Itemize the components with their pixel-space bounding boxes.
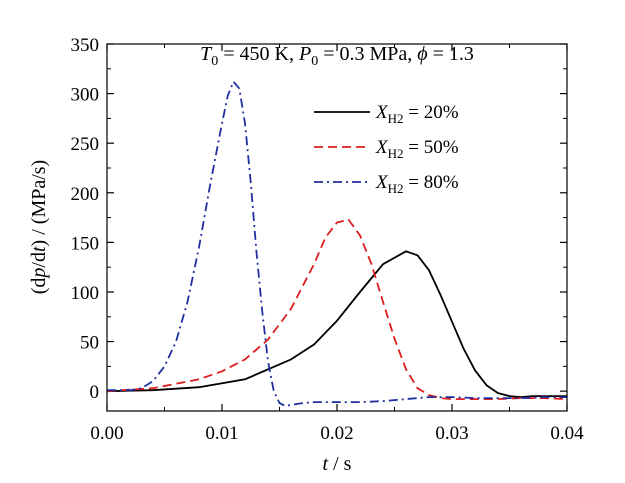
y-tick-label-3: 150 — [71, 233, 100, 254]
legend-label-80: XH2 = 80% — [375, 172, 459, 196]
y-tick-label-1: 50 — [80, 333, 99, 354]
x-tick-label-2: 0.02 — [320, 423, 353, 444]
x-tick-label-1: 0.01 — [205, 423, 238, 444]
legend-label-50: XH2 = 50% — [375, 137, 459, 161]
y-tick-label-6: 300 — [71, 85, 100, 106]
tick-marks — [106, 43, 568, 411]
legend: XH2 = 20% XH2 = 50% XH2 = 80% — [314, 102, 459, 196]
series-line-2 — [107, 80, 567, 407]
x-tick-label-0: 0.00 — [90, 423, 123, 444]
series-line-0 — [106, 250, 567, 399]
y-tick-label-4: 200 — [71, 184, 100, 205]
x-tick-label-4: 0.04 — [550, 423, 584, 444]
y-tick-label-2: 100 — [71, 283, 100, 304]
plot-frame — [106, 43, 568, 412]
y-tick-label-0: 0 — [90, 382, 100, 403]
y-axis-label: (dp/dt) / (MPa/s) — [28, 160, 50, 294]
series-lines — [106, 80, 568, 407]
y-tick-label-7: 350 — [71, 35, 100, 56]
x-axis-label: t / s — [323, 453, 352, 475]
x-tick-label-3: 0.03 — [435, 423, 468, 444]
legend-label-20: XH2 = 20% — [375, 102, 459, 126]
tick-labels: 0.00 0.01 0.02 0.03 0.04 0 50 100 150 200 250 300 35… — [71, 35, 585, 444]
series-line-1 — [106, 218, 568, 401]
y-tick-label-5: 250 — [71, 134, 100, 155]
chart-title: T0 = 450 K, P0 = 0.3 MPa, ϕ = 1.3 — [200, 43, 474, 69]
